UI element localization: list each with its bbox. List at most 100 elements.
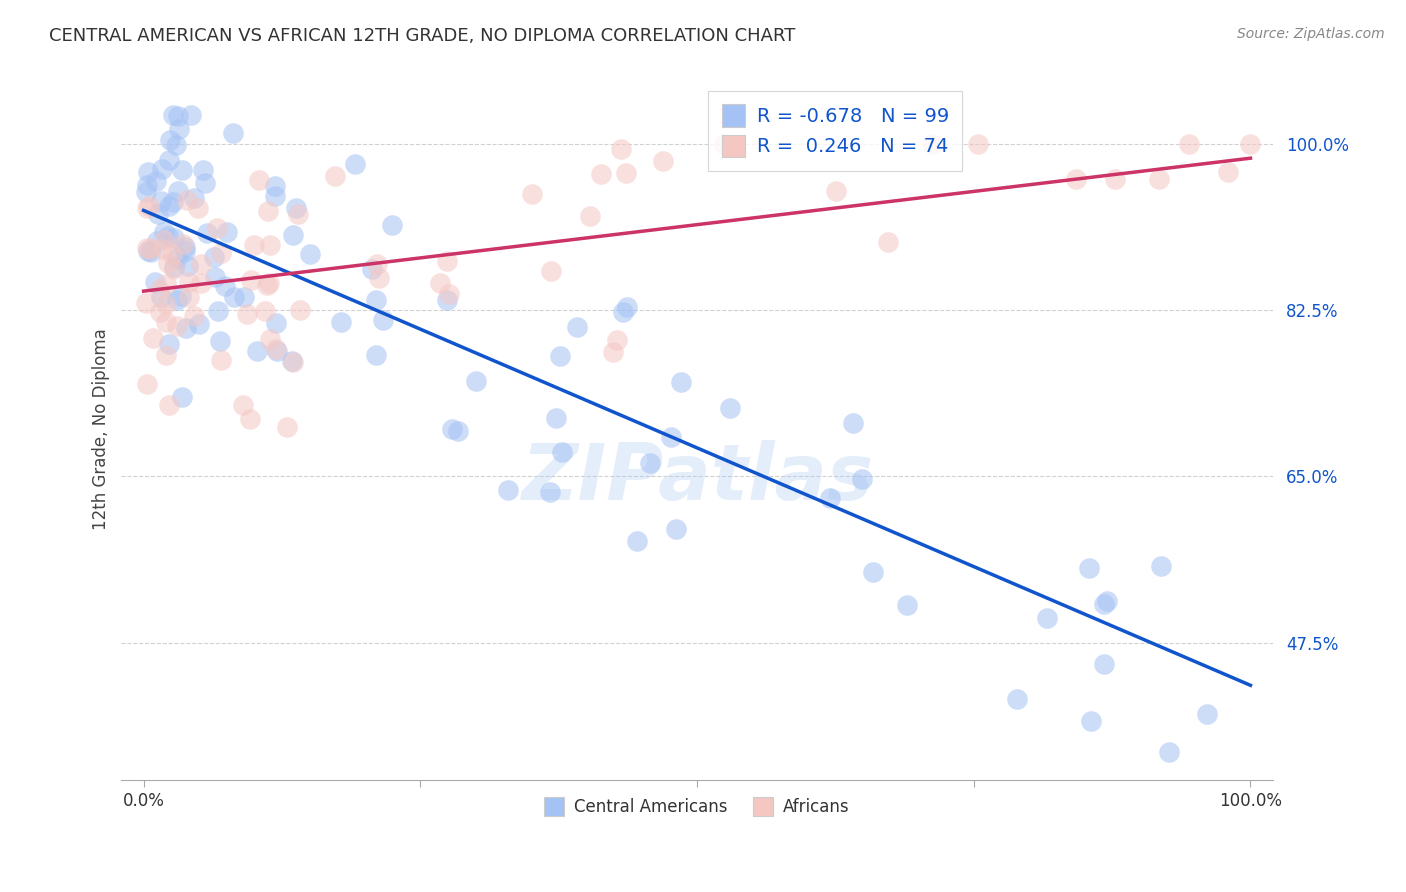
- Point: [222, 126, 245, 140]
- Point: [638, 456, 661, 470]
- Point: [176, 320, 198, 334]
- Point: [188, 317, 211, 331]
- Point: [152, 242, 174, 256]
- Point: [266, 316, 288, 330]
- Point: [135, 376, 157, 391]
- Point: [155, 277, 177, 292]
- Point: [239, 412, 262, 426]
- Point: [669, 376, 692, 390]
- Point: [169, 122, 191, 136]
- Point: [159, 132, 181, 146]
- Point: [150, 161, 173, 176]
- Point: [436, 253, 458, 268]
- Point: [207, 303, 229, 318]
- Point: [177, 290, 200, 304]
- Point: [153, 233, 176, 247]
- Point: [142, 331, 165, 345]
- Point: [157, 199, 180, 213]
- Point: [851, 472, 873, 486]
- Point: [162, 194, 184, 209]
- Point: [551, 445, 574, 459]
- Point: [1239, 136, 1261, 151]
- Point: [896, 599, 918, 613]
- Point: [298, 247, 321, 261]
- Point: [288, 303, 311, 318]
- Point: [367, 270, 389, 285]
- Point: [921, 136, 943, 151]
- Point: [180, 108, 202, 122]
- Point: [1104, 172, 1126, 186]
- Point: [661, 430, 683, 444]
- Point: [371, 312, 394, 326]
- Point: [1159, 745, 1181, 759]
- Point: [190, 276, 212, 290]
- Point: [287, 207, 309, 221]
- Point: [155, 348, 177, 362]
- Point: [447, 424, 470, 438]
- Point: [222, 290, 245, 304]
- Point: [606, 333, 628, 347]
- Point: [232, 399, 254, 413]
- Point: [264, 342, 287, 356]
- Point: [266, 344, 288, 359]
- Point: [440, 422, 463, 436]
- Point: [259, 332, 281, 346]
- Point: [602, 345, 624, 359]
- Point: [877, 235, 900, 249]
- Point: [172, 236, 194, 251]
- Point: [330, 315, 353, 329]
- Point: [263, 189, 285, 203]
- Point: [718, 401, 741, 415]
- Point: [167, 184, 190, 198]
- Point: [343, 157, 366, 171]
- Point: [138, 199, 160, 213]
- Point: [264, 179, 287, 194]
- Point: [166, 293, 188, 308]
- Point: [665, 522, 688, 536]
- Point: [257, 277, 280, 291]
- Point: [183, 191, 205, 205]
- Point: [209, 352, 232, 367]
- Point: [209, 245, 232, 260]
- Point: [283, 355, 305, 369]
- Point: [214, 278, 236, 293]
- Point: [153, 225, 176, 239]
- Point: [156, 228, 179, 243]
- Point: [323, 169, 346, 183]
- Point: [280, 353, 302, 368]
- Y-axis label: 12th Grade, No Diploma: 12th Grade, No Diploma: [93, 328, 110, 530]
- Point: [626, 533, 648, 548]
- Point: [139, 242, 162, 256]
- Point: [439, 286, 461, 301]
- Point: [1092, 657, 1115, 672]
- Point: [157, 399, 180, 413]
- Point: [364, 348, 387, 362]
- Point: [254, 303, 277, 318]
- Point: [565, 319, 588, 334]
- Point: [157, 153, 180, 167]
- Point: [135, 185, 157, 199]
- Point: [204, 270, 226, 285]
- Point: [825, 184, 848, 198]
- Point: [1080, 714, 1102, 728]
- Point: [166, 109, 188, 123]
- Point: [242, 238, 264, 252]
- Point: [170, 163, 193, 178]
- Point: [146, 207, 169, 221]
- Text: CENTRAL AMERICAN VS AFRICAN 12TH GRADE, NO DIPLOMA CORRELATION CHART: CENTRAL AMERICAN VS AFRICAN 12TH GRADE, …: [49, 27, 796, 45]
- Point: [236, 307, 259, 321]
- Point: [136, 165, 159, 179]
- Point: [240, 273, 263, 287]
- Point: [579, 209, 602, 223]
- Point: [233, 290, 256, 304]
- Point: [966, 136, 988, 151]
- Point: [540, 263, 562, 277]
- Point: [170, 289, 193, 303]
- Point: [157, 337, 180, 351]
- Point: [281, 227, 304, 242]
- Point: [183, 309, 205, 323]
- Point: [256, 278, 278, 293]
- Point: [163, 260, 186, 275]
- Point: [136, 244, 159, 259]
- Point: [143, 275, 166, 289]
